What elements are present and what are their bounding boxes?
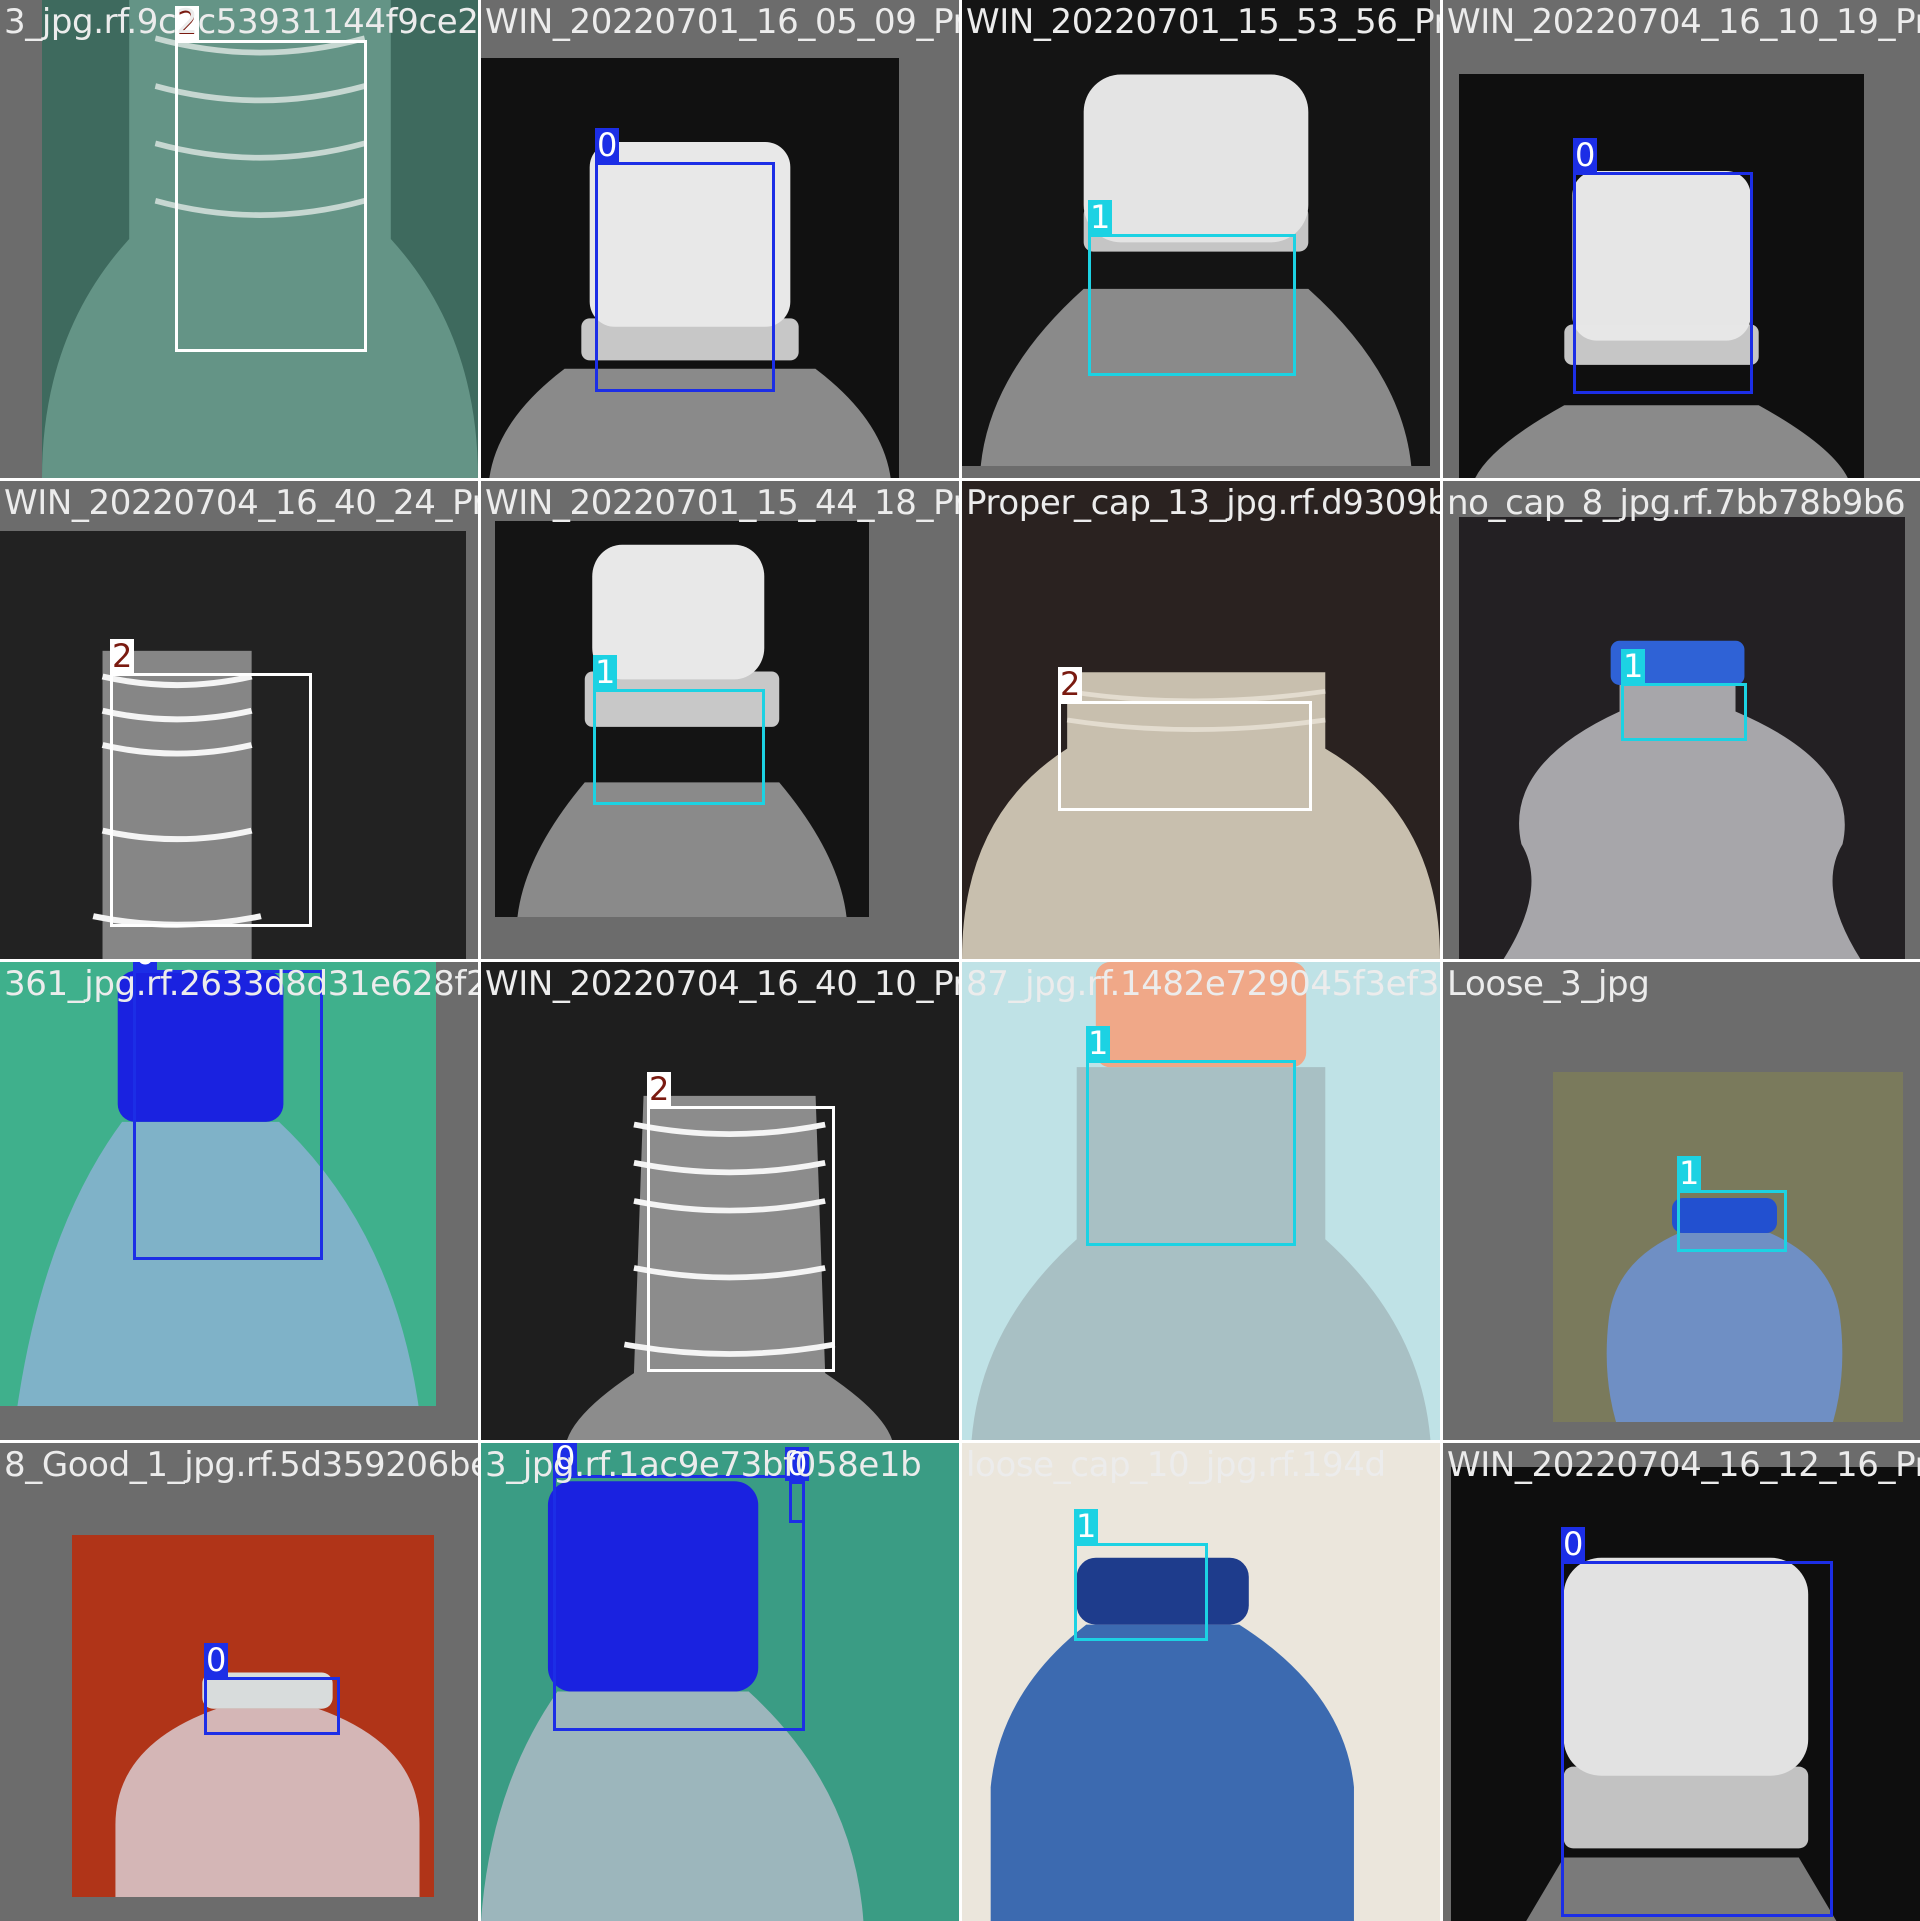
bounding-box	[175, 40, 367, 352]
tile-11: 1 87_jpg.rf.1482e729045f3ef31e33bf.84aef…	[962, 962, 1440, 1440]
tile-photo	[481, 1443, 959, 1921]
class-label: 1	[1677, 1154, 1702, 1192]
image-filename: 3_jpg.rf.1ac9e73bf058e1b	[485, 1445, 922, 1485]
tile-photo	[962, 481, 1440, 959]
class-label: 2	[110, 637, 135, 675]
class-label: 1	[1086, 1024, 1111, 1062]
tile-photo	[42, 0, 478, 478]
class-label: 0	[1573, 136, 1598, 174]
image-filename: WIN_20220701_15_44_18_Pro_jpg	[485, 483, 959, 523]
class-label: 2	[647, 1070, 672, 1108]
image-filename: WIN_20220704_16_40_10_Pro_jpg	[485, 964, 959, 1004]
tile-10: 2 WIN_20220704_16_40_10_Pro_jpg	[481, 962, 959, 1440]
image-filename: 3_jpg.rf.9c2c53931144f9ce2f5f96389d20781…	[4, 2, 478, 42]
tile-2: 0 WIN_20220701_16_05_09_Pro_jpg	[481, 0, 959, 478]
class-label: 0	[133, 962, 158, 970]
class-label: 0	[204, 1641, 229, 1679]
tile-7: 2 Proper_cap_13_jpg.rf.d9309bddc0f507e43…	[962, 481, 1440, 959]
tile-photo	[1459, 74, 1864, 478]
class-label: 0	[553, 1443, 578, 1477]
class-label: 1	[1088, 198, 1113, 236]
bottle-cap-image	[481, 1443, 959, 1921]
tile-photo	[962, 1443, 1440, 1921]
bottle-cap-image	[481, 58, 899, 478]
bottle-cap-image	[962, 962, 1440, 1440]
image-filename: loose_cap_10_jpg.rf.194d	[966, 1445, 1386, 1485]
tile-photo	[962, 962, 1440, 1440]
bottle-cap-image	[1451, 1467, 1920, 1921]
tile-8: 1 no_cap_8_jpg.rf.7bb78b9b6	[1443, 481, 1920, 959]
bounding-box	[1561, 1561, 1833, 1917]
tile-photo	[0, 962, 436, 1406]
tile-1: 2 3_jpg.rf.9c2c53931144f9ce2f5f96389d207…	[0, 0, 478, 478]
tile-9: 0 361_jpg.rf.2633d8d31e628f2b5b460b2224f…	[0, 962, 478, 1440]
image-filename: Loose_3_jpg	[1447, 964, 1650, 1004]
bounding-box	[789, 1481, 805, 1523]
class-label: 2	[175, 4, 200, 42]
image-filename: 87_jpg.rf.1482e729045f3ef31e33bf.84aefa1…	[966, 964, 1440, 1004]
bounding-box	[593, 689, 765, 805]
tile-4: 0 WIN_20220704_16_10_19_Pro_jpg	[1443, 0, 1920, 478]
bounding-box	[1573, 172, 1753, 394]
bottle-neck-image	[42, 0, 478, 478]
tile-photo	[1553, 1072, 1903, 1422]
tile-15: 1 loose_cap_10_jpg.rf.194d	[962, 1443, 1440, 1921]
tile-photo	[0, 531, 466, 959]
tile-photo	[481, 58, 899, 478]
tile-6: 1 WIN_20220701_15_44_18_Pro_jpg	[481, 481, 959, 959]
class-label: 2	[1058, 665, 1083, 703]
bottle-neck-image	[962, 481, 1440, 959]
tile-13: 0 8_Good_1_jpg.rf.5d359206be	[0, 1443, 478, 1921]
tile-16: 0 WIN_20220704_16_12_16_Pro_jpg	[1443, 1443, 1920, 1921]
tile-5: 2 WIN_20220704_16_40_24_Pro_jpg	[0, 481, 478, 959]
bounding-box	[1088, 234, 1296, 376]
class-label: 0	[595, 126, 620, 164]
tile-3: 1 WIN_20220701_15_53_56_Pro_jpg	[962, 0, 1440, 478]
bounding-box	[110, 673, 312, 927]
image-filename: WIN_20220701_15_53_56_Pro_jpg	[966, 2, 1440, 42]
image-filename: WIN_20220704_16_40_24_Pro_jpg	[4, 483, 478, 523]
image-filename: WIN_20220701_16_05_09_Pro_jpg	[485, 2, 959, 42]
tile-photo	[1451, 1467, 1920, 1921]
bottle-image	[72, 1535, 434, 1897]
tile-14: 0 0 3_jpg.rf.1ac9e73bf058e1b	[481, 1443, 959, 1921]
bottle-image	[1459, 517, 1905, 959]
bottle-cap-image	[0, 962, 436, 1406]
image-filename: WIN_20220704_16_10_19_Pro_jpg	[1447, 2, 1920, 42]
bounding-box	[1677, 1190, 1787, 1252]
tile-photo	[1459, 517, 1905, 959]
tile-12: 1 Loose_3_jpg	[1443, 962, 1920, 1440]
class-label: 0	[1561, 1525, 1586, 1563]
bounding-box	[1058, 701, 1312, 811]
bottle-cap-image	[1459, 74, 1864, 478]
bottle-image	[962, 1443, 1440, 1921]
image-filename: WIN_20220704_16_12_16_Pro_jpg	[1447, 1445, 1920, 1485]
bottle-neck-image	[0, 531, 466, 959]
image-filename: no_cap_8_jpg.rf.7bb78b9b6	[1447, 483, 1906, 523]
bounding-box	[204, 1677, 340, 1735]
bounding-box	[1621, 683, 1747, 741]
tile-photo	[72, 1535, 434, 1897]
tile-photo	[962, 0, 1430, 466]
class-label: 1	[1621, 647, 1646, 685]
tile-photo	[495, 521, 869, 917]
image-filename: 8_Good_1_jpg.rf.5d359206be	[4, 1445, 478, 1485]
image-filename: 361_jpg.rf.2633d8d31e628f2b5b460b2224ff	[4, 964, 478, 1004]
class-label: 1	[593, 653, 618, 691]
bounding-box	[595, 162, 775, 392]
image-filename: Proper_cap_13_jpg.rf.d9309bddc0f507e435c…	[966, 483, 1440, 523]
class-label: 1	[1074, 1507, 1099, 1545]
bottle-cap-image	[962, 0, 1430, 466]
bottle-cap-image	[495, 521, 869, 917]
bottle-image	[1553, 1072, 1903, 1422]
bounding-box	[1074, 1543, 1208, 1641]
bounding-box	[133, 970, 323, 1260]
bounding-box	[1086, 1060, 1296, 1246]
bounding-box	[647, 1106, 835, 1372]
class-label: 0	[785, 1445, 810, 1483]
bounding-box	[553, 1475, 805, 1731]
